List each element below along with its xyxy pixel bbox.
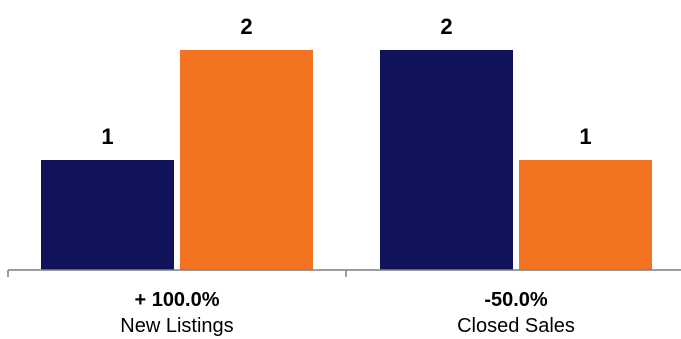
bar-0-0 <box>41 160 174 270</box>
data-labels-layer: 1 2 2 1 <box>101 14 591 149</box>
bars-layer <box>41 50 652 270</box>
data-label-0-0: 1 <box>101 124 113 149</box>
data-label-1-0: 2 <box>440 14 452 39</box>
category-change-0: + 100.0% <box>134 289 219 311</box>
category-label-0: New Listings <box>120 315 233 337</box>
data-label-0-1: 2 <box>240 14 252 39</box>
data-label-1-1: 1 <box>579 124 591 149</box>
bar-0-1 <box>180 50 313 270</box>
x-axis-ticks <box>7 270 347 277</box>
bar-1-0 <box>380 50 513 270</box>
category-label-1: Closed Sales <box>457 315 575 337</box>
category-labels-layer: + 100.0% New Listings -50.0% Closed Sales <box>120 289 575 337</box>
bar-1-1 <box>519 160 652 270</box>
category-change-1: -50.0% <box>484 289 548 311</box>
